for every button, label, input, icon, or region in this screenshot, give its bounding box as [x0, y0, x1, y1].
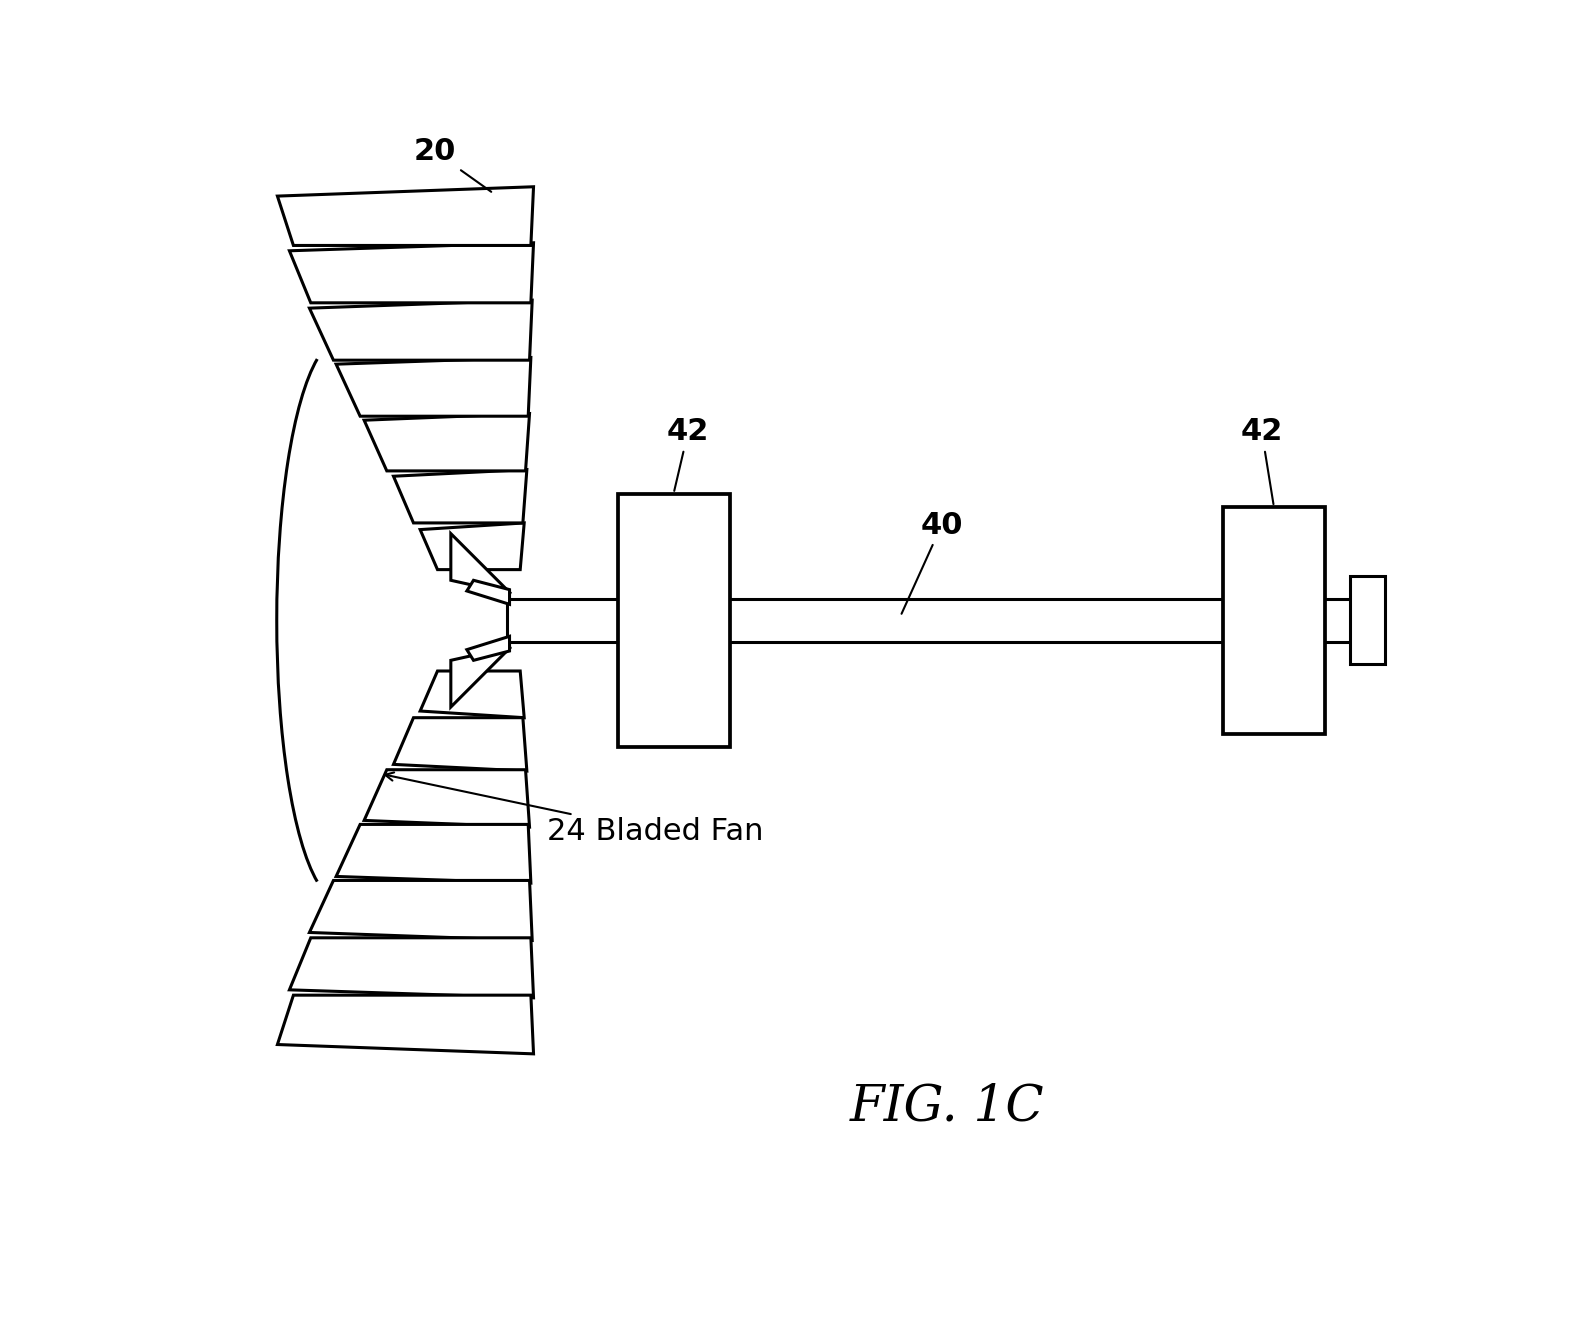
Text: FIG. 1C: FIG. 1C: [850, 1082, 1045, 1133]
Text: 20: 20: [414, 137, 491, 192]
Polygon shape: [310, 880, 532, 940]
Polygon shape: [290, 243, 534, 303]
Polygon shape: [277, 187, 534, 245]
Polygon shape: [337, 824, 530, 883]
Polygon shape: [467, 636, 510, 660]
Polygon shape: [507, 599, 1380, 642]
Polygon shape: [617, 494, 730, 747]
Polygon shape: [420, 671, 524, 718]
Text: 42: 42: [667, 418, 710, 491]
Polygon shape: [337, 358, 530, 416]
Polygon shape: [364, 414, 529, 471]
Text: 40: 40: [902, 511, 963, 614]
Polygon shape: [1350, 576, 1385, 664]
Polygon shape: [467, 580, 510, 604]
Polygon shape: [364, 770, 529, 827]
Text: 24 Bladed Fan: 24 Bladed Fan: [386, 772, 763, 846]
Polygon shape: [394, 470, 527, 523]
Polygon shape: [277, 995, 534, 1054]
Polygon shape: [450, 647, 512, 707]
Polygon shape: [394, 718, 527, 771]
Text: 42: 42: [1240, 418, 1283, 504]
Polygon shape: [420, 523, 524, 570]
Polygon shape: [1223, 507, 1325, 734]
Polygon shape: [290, 938, 534, 998]
Polygon shape: [450, 534, 512, 594]
Polygon shape: [310, 300, 532, 360]
